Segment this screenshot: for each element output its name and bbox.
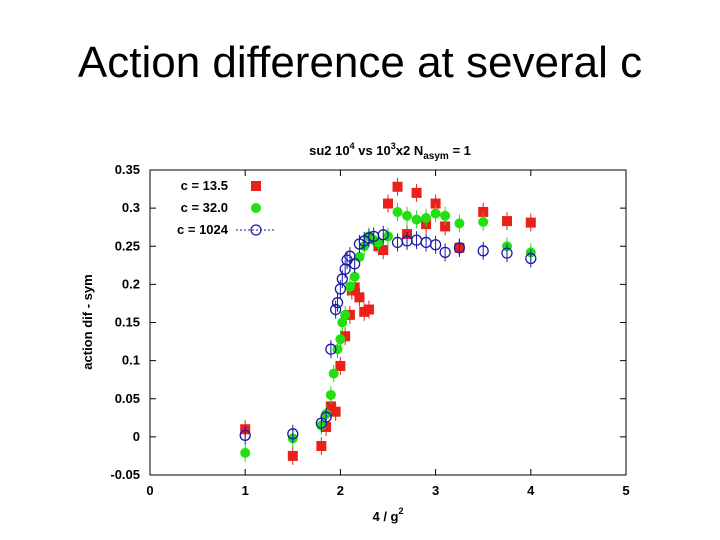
chart-title-post: x2 N (396, 143, 423, 158)
legend: c = 13.5 c = 32.0 c = 1024 (177, 178, 276, 237)
data-point (349, 271, 360, 282)
data-point (320, 411, 332, 423)
data-point (335, 334, 346, 345)
data-point (287, 428, 299, 440)
data-point (363, 304, 374, 315)
x-tick-label: 5 (622, 483, 629, 498)
data-point (402, 210, 413, 221)
y-tick-label: 0 (133, 429, 140, 444)
y-axis-label: action dif - sym (80, 274, 95, 369)
y-tick-label: 0.25 (115, 238, 140, 253)
legend-label: c = 32.0 (181, 200, 228, 215)
data-point (316, 441, 327, 452)
x-tick-label: 1 (242, 483, 249, 498)
series-1 (240, 202, 536, 462)
slide-title: Action difference at several c (77, 38, 643, 87)
data-point (329, 303, 342, 316)
data-point (454, 218, 465, 229)
data-point (477, 245, 489, 257)
x-tick-label: 2 (337, 483, 344, 498)
data-point (525, 217, 536, 228)
x-tick-label: 3 (432, 483, 439, 498)
legend-marker (251, 203, 261, 213)
data-point (378, 245, 389, 256)
data-point (478, 216, 489, 227)
data-point (331, 297, 344, 309)
data-point (383, 198, 393, 209)
y-tick-label: 0.05 (115, 391, 140, 406)
y-tick-label: 0.35 (115, 162, 140, 177)
data-point (392, 181, 403, 192)
series-0 (240, 177, 536, 465)
legend-marker (250, 224, 262, 236)
axes-layer: -0.05 0 0.05 0.1 0.15 0.2 0.25 0.3 0.35 0 1 2 3 4 5 (110, 162, 629, 498)
y-tick-label: 0.3 (122, 200, 140, 215)
data-point (502, 216, 512, 227)
data-point (430, 208, 441, 219)
data-point (411, 214, 422, 225)
data-point (525, 252, 537, 265)
x-axis-label-sup: 2 (399, 506, 404, 516)
data-point (421, 213, 432, 224)
data-point (429, 239, 442, 251)
data-point (439, 246, 451, 259)
chart-title-mid: vs 10 (355, 143, 391, 158)
data-point (325, 389, 336, 400)
data-point (349, 258, 361, 270)
x-axis-label: 4 / g2 (372, 506, 403, 524)
y-tick-label: 0.15 (115, 315, 140, 330)
data-point (478, 206, 489, 217)
chart-title-sup2: 3 (391, 141, 396, 151)
data-point (344, 281, 355, 292)
series-2 (239, 225, 537, 445)
data-point (392, 206, 403, 217)
plot-frame (149, 169, 627, 476)
y-tick-label: 0.2 (122, 276, 140, 291)
chart-title-sub: asym (423, 151, 449, 162)
chart-title: su2 104 vs 103x2 Nasym = 1 (309, 141, 471, 162)
data-point (239, 429, 251, 442)
chart-title-sup1: 4 (350, 141, 355, 151)
data-point (240, 447, 251, 458)
data-point (440, 210, 451, 221)
data-point (325, 343, 337, 355)
y-tick-label: 0.1 (122, 353, 140, 368)
x-tick-label: 0 (146, 483, 153, 498)
legend-marker (251, 181, 261, 191)
data-point (340, 309, 351, 320)
data-point (354, 251, 365, 262)
data-point (287, 450, 298, 461)
data-point (328, 368, 339, 379)
data-point (430, 198, 441, 209)
data-point (501, 247, 513, 259)
data-point (325, 401, 336, 412)
data-point (340, 331, 351, 342)
points-layer (239, 177, 537, 465)
y-tick-label: -0.05 (110, 467, 140, 482)
data-point (440, 221, 451, 232)
data-point (330, 406, 341, 417)
data-point (411, 187, 422, 198)
chart-title-base: su2 10 (309, 143, 349, 158)
data-point (377, 229, 389, 241)
x-tick-label: 4 (527, 483, 535, 498)
chart-title-tail: = 1 (449, 143, 471, 158)
data-point (453, 242, 466, 254)
data-point (354, 292, 365, 303)
legend-label: c = 1024 (177, 222, 229, 237)
legend-label: c = 13.5 (181, 178, 228, 193)
data-point (335, 360, 346, 371)
x-axis-label-base: 4 / g (372, 509, 398, 524)
data-point (336, 273, 348, 285)
